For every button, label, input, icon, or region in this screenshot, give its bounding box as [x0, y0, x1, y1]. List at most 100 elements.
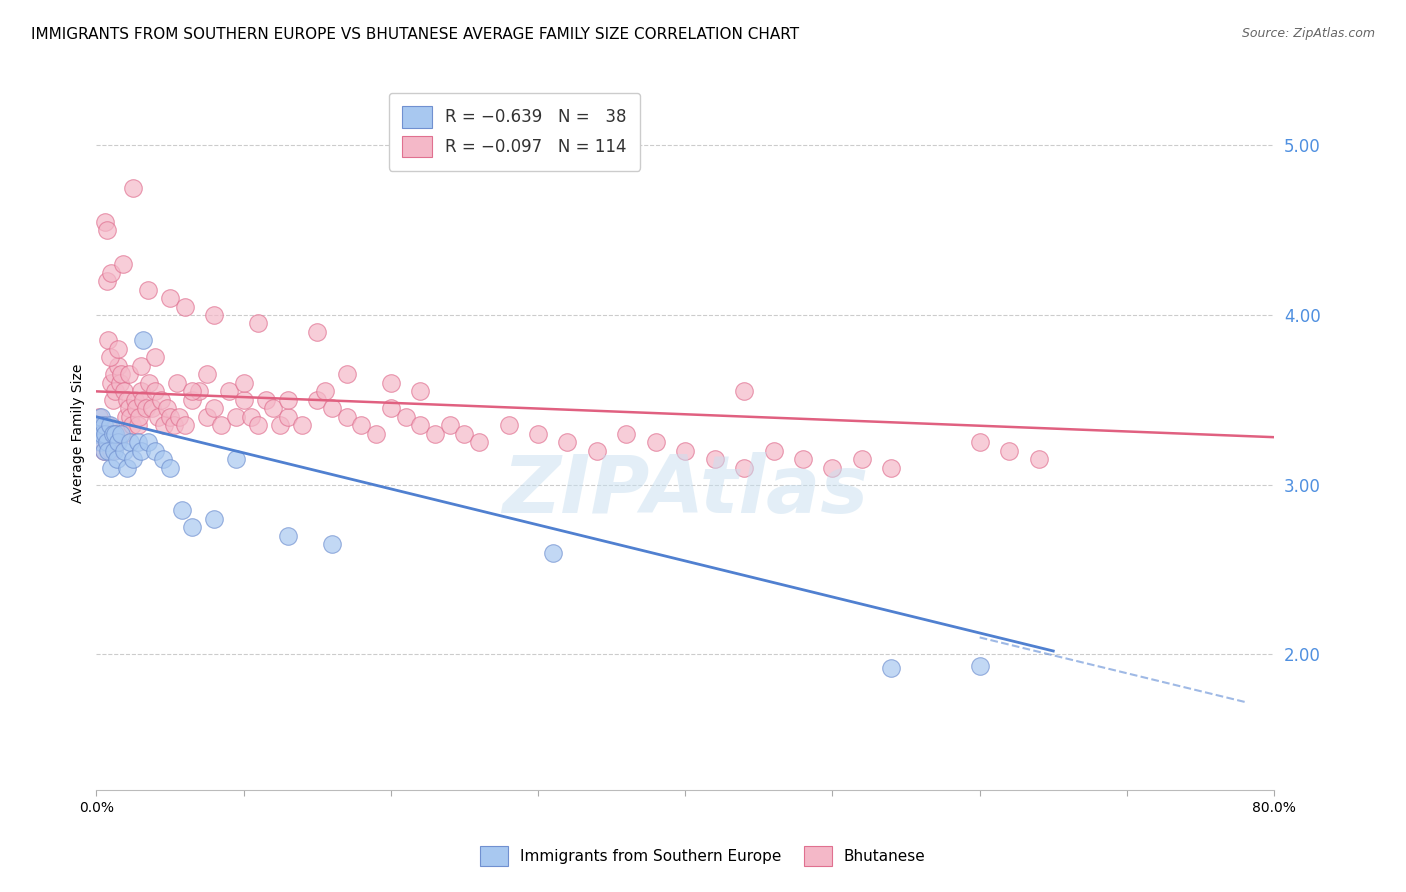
Point — [128, 409, 150, 424]
Point — [101, 426, 124, 441]
Y-axis label: Average Family Size: Average Family Size — [72, 364, 86, 503]
Point — [969, 435, 991, 450]
Point — [195, 368, 218, 382]
Point — [129, 359, 152, 373]
Point — [107, 435, 129, 450]
Point — [232, 392, 254, 407]
Point — [880, 460, 903, 475]
Point — [969, 659, 991, 673]
Point — [181, 520, 204, 534]
Point — [277, 409, 299, 424]
Point — [380, 376, 402, 390]
Point — [527, 426, 550, 441]
Point — [247, 418, 270, 433]
Point — [127, 418, 149, 433]
Point — [170, 503, 193, 517]
Point — [89, 409, 111, 424]
Point — [159, 460, 181, 475]
Point — [163, 418, 186, 433]
Point — [239, 409, 262, 424]
Point — [762, 443, 785, 458]
Point — [202, 401, 225, 416]
Point — [136, 435, 159, 450]
Point — [91, 426, 114, 441]
Point — [107, 426, 129, 441]
Point — [350, 418, 373, 433]
Point — [118, 368, 141, 382]
Point — [105, 452, 128, 467]
Point — [136, 283, 159, 297]
Point — [423, 426, 446, 441]
Point — [104, 384, 127, 399]
Point — [703, 452, 725, 467]
Point — [314, 384, 336, 399]
Point — [143, 351, 166, 365]
Point — [135, 401, 157, 416]
Point — [100, 376, 122, 390]
Point — [673, 443, 696, 458]
Point — [90, 418, 112, 433]
Point — [89, 435, 111, 450]
Point — [87, 426, 110, 441]
Point — [132, 334, 155, 348]
Point — [173, 300, 195, 314]
Point — [998, 443, 1021, 458]
Text: IMMIGRANTS FROM SOUTHERN EUROPE VS BHUTANESE AVERAGE FAMILY SIZE CORRELATION CHA: IMMIGRANTS FROM SOUTHERN EUROPE VS BHUTA… — [31, 27, 799, 42]
Point — [90, 409, 112, 424]
Point — [307, 392, 329, 407]
Point — [93, 418, 115, 433]
Point — [120, 409, 142, 424]
Point — [218, 384, 240, 399]
Point — [173, 418, 195, 433]
Point — [100, 460, 122, 475]
Point — [166, 376, 188, 390]
Point — [262, 401, 284, 416]
Legend: R = −0.639   N =   38, R = −0.097   N = 114: R = −0.639 N = 38, R = −0.097 N = 114 — [388, 93, 640, 170]
Point — [93, 443, 115, 458]
Point — [110, 368, 132, 382]
Point — [104, 426, 127, 441]
Point — [114, 409, 136, 424]
Point — [150, 392, 173, 407]
Point — [159, 291, 181, 305]
Point — [94, 215, 117, 229]
Point — [202, 308, 225, 322]
Point — [141, 401, 163, 416]
Point — [541, 545, 564, 559]
Point — [143, 384, 166, 399]
Point — [586, 443, 609, 458]
Point — [614, 426, 637, 441]
Point — [152, 452, 174, 467]
Point — [851, 452, 873, 467]
Point — [112, 384, 135, 399]
Point — [91, 426, 114, 441]
Point — [98, 426, 121, 441]
Point — [148, 409, 170, 424]
Point — [96, 223, 118, 237]
Point — [188, 384, 211, 399]
Point — [96, 435, 118, 450]
Point — [129, 384, 152, 399]
Point — [225, 409, 247, 424]
Point — [254, 392, 277, 407]
Point — [409, 384, 432, 399]
Point — [557, 435, 579, 450]
Text: ZIPAtlas: ZIPAtlas — [502, 452, 869, 530]
Point — [120, 435, 142, 450]
Point — [181, 392, 204, 407]
Point — [117, 392, 139, 407]
Point — [733, 460, 755, 475]
Point — [409, 418, 432, 433]
Point — [98, 351, 121, 365]
Point — [380, 401, 402, 416]
Point — [100, 266, 122, 280]
Point — [321, 537, 343, 551]
Point — [97, 418, 120, 433]
Point — [110, 426, 132, 441]
Point — [132, 392, 155, 407]
Point — [108, 376, 131, 390]
Point — [1028, 452, 1050, 467]
Point — [122, 452, 145, 467]
Point — [112, 443, 135, 458]
Point — [97, 443, 120, 458]
